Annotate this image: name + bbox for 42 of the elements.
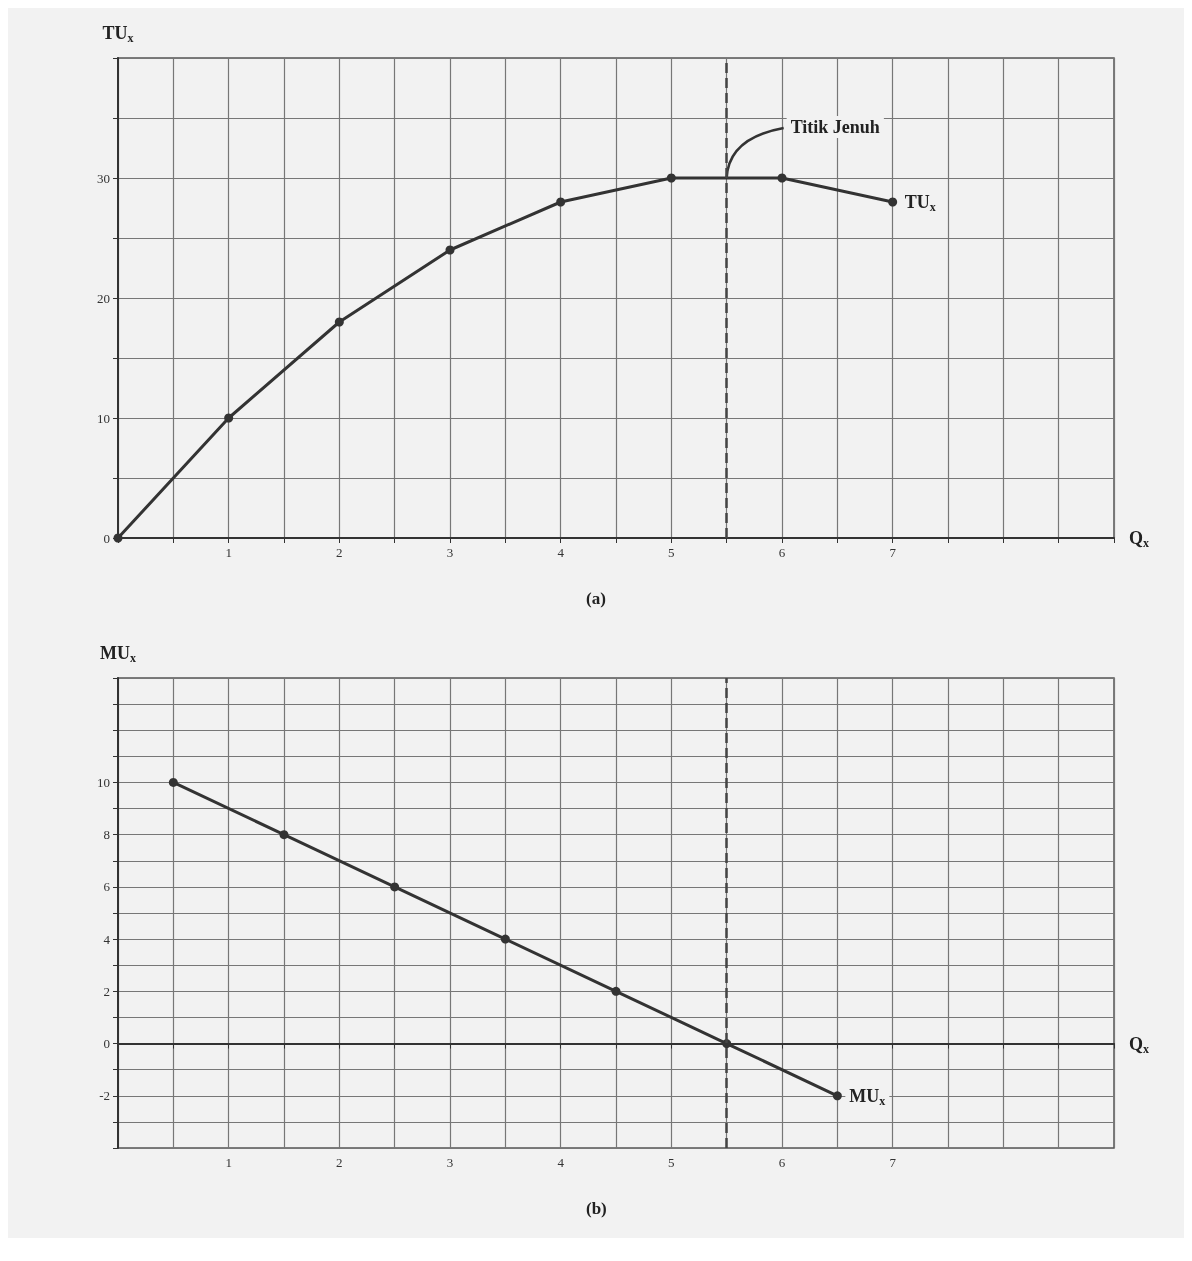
x-tick-label: 5 xyxy=(668,1155,675,1170)
y-tick-label: -2 xyxy=(99,1088,110,1104)
point xyxy=(832,1091,842,1101)
x-tick-label: 1 xyxy=(225,1155,232,1170)
x-tick-label: 5 xyxy=(668,545,675,560)
x-tick-label: 7 xyxy=(889,545,897,560)
point xyxy=(334,317,344,327)
x-tick-label: 3 xyxy=(446,1155,454,1170)
x-tick-label: 4 xyxy=(557,1155,565,1170)
point xyxy=(777,173,787,183)
x-tick-label: 7 xyxy=(889,1155,897,1170)
point xyxy=(666,173,676,183)
point xyxy=(888,197,898,207)
point xyxy=(224,413,234,423)
point xyxy=(279,830,289,840)
x-tick-label: 1 xyxy=(225,545,232,560)
y-tick-label: 10 xyxy=(97,774,110,790)
point xyxy=(445,245,455,255)
text: (a) xyxy=(586,589,606,608)
x-tick-label: 2 xyxy=(336,545,343,560)
y-tick-label: 2 xyxy=(103,983,110,999)
y-tick-label: 0 xyxy=(103,530,110,546)
point xyxy=(113,533,123,543)
y-tick-label: 6 xyxy=(103,879,111,895)
x-tick-label: 2 xyxy=(336,1155,343,1170)
point xyxy=(611,986,621,996)
point xyxy=(168,777,178,787)
y-tick-label: 4 xyxy=(103,931,111,947)
point xyxy=(390,882,400,892)
x-tick-label: 6 xyxy=(778,1155,786,1170)
y-tick-label: 20 xyxy=(97,290,110,306)
y-tick-label: 30 xyxy=(97,170,110,186)
y-tick-label: 0 xyxy=(103,1036,110,1052)
y-tick-label: 10 xyxy=(97,410,110,426)
x-tick-label: 3 xyxy=(446,545,454,560)
x-tick-label: 6 xyxy=(778,545,786,560)
text: (b) xyxy=(586,1199,607,1218)
y-tick-label: 8 xyxy=(103,827,110,843)
point xyxy=(556,197,566,207)
x-tick-label: 4 xyxy=(557,545,565,560)
point xyxy=(500,934,510,944)
annotation: Titik Jenuh xyxy=(790,117,880,137)
